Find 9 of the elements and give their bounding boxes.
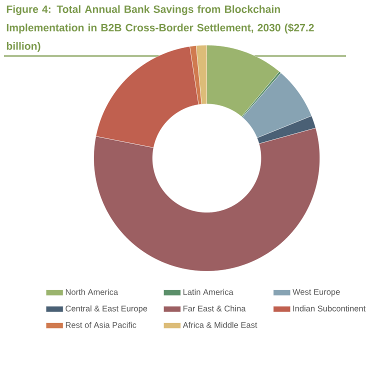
legend-label: Latin America <box>184 288 234 295</box>
legend-label: Rest of Asia Pacific <box>66 322 136 328</box>
legend-label: Indian Subcontinent <box>293 305 366 312</box>
legend-label: Central & East Europe <box>66 305 148 314</box>
legend-label: Africa & Middle East <box>183 322 258 328</box>
chart-title: Figure 4: Total Annual Bank Savings from Blockchain Implementation in B2B Cross-Border Settlement, 2030 ($27.2 billion) <box>7 5 314 52</box>
legend-label: West Europe <box>292 289 340 296</box>
legend-label: North America <box>66 288 118 295</box>
legend-label: Far East & China <box>184 305 246 312</box>
